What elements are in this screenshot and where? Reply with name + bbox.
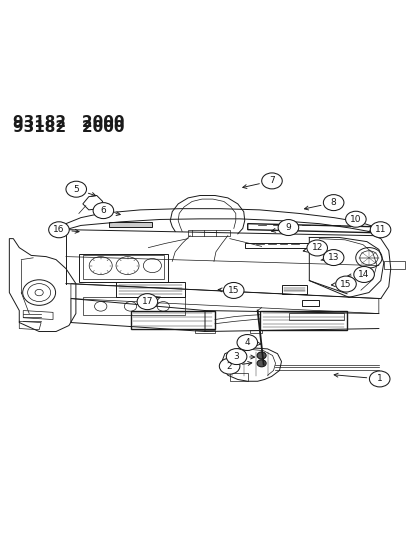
Circle shape (66, 181, 86, 197)
Circle shape (93, 203, 114, 219)
Polygon shape (108, 222, 152, 227)
Text: 4: 4 (244, 338, 249, 347)
Circle shape (237, 335, 257, 351)
Circle shape (368, 371, 389, 387)
Circle shape (261, 173, 282, 189)
Circle shape (256, 352, 266, 359)
Text: 3: 3 (233, 352, 239, 361)
Circle shape (369, 222, 390, 238)
Circle shape (335, 276, 356, 292)
Text: 1: 1 (376, 375, 382, 383)
Circle shape (49, 222, 69, 238)
Text: 5: 5 (73, 185, 79, 193)
Text: 8: 8 (330, 198, 336, 207)
Circle shape (226, 349, 246, 365)
Text: 7: 7 (268, 176, 274, 185)
Text: 93182   2000: 93182 2000 (13, 115, 124, 130)
Text: 13: 13 (327, 253, 339, 262)
Circle shape (219, 358, 239, 374)
Text: 11: 11 (374, 225, 385, 235)
Circle shape (137, 294, 157, 310)
Circle shape (278, 220, 298, 236)
Text: 9: 9 (285, 223, 291, 232)
Text: 15: 15 (228, 286, 239, 295)
Circle shape (345, 211, 365, 227)
Circle shape (353, 266, 373, 282)
Text: 12: 12 (311, 244, 322, 253)
Text: 16: 16 (53, 225, 64, 235)
Circle shape (306, 240, 327, 256)
Text: 2: 2 (226, 362, 232, 370)
Text: 93182   2000: 93182 2000 (13, 120, 124, 135)
Circle shape (323, 249, 343, 265)
Circle shape (223, 282, 243, 298)
Text: 10: 10 (349, 215, 361, 224)
Text: 6: 6 (100, 206, 106, 215)
Text: 17: 17 (141, 297, 153, 306)
Circle shape (256, 360, 266, 367)
Text: 15: 15 (339, 280, 351, 288)
Circle shape (323, 195, 343, 211)
Text: 14: 14 (358, 270, 369, 279)
